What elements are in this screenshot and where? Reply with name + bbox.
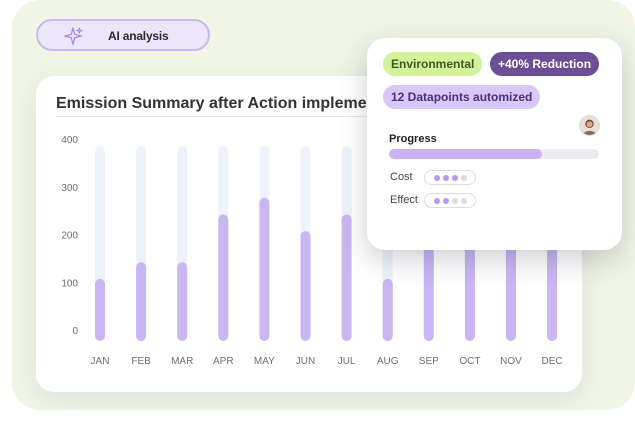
progress-label: Progress <box>389 133 437 145</box>
x-tick-jun: JUN <box>296 356 315 367</box>
rating-dot-empty <box>460 197 467 204</box>
x-tick-dec: DEC <box>542 356 563 367</box>
avatar[interactable] <box>579 115 600 136</box>
progress-fill <box>389 149 543 159</box>
bar-jan[interactable] <box>95 278 105 341</box>
x-tick-aug: AUG <box>377 356 399 367</box>
avatar-portrait-icon <box>583 119 596 135</box>
x-tick-oct: OCT <box>459 356 480 367</box>
bar-aug[interactable] <box>382 278 393 341</box>
chart-title: Emission Summary after Action implementa… <box>56 95 420 112</box>
progress-bar <box>389 149 599 159</box>
effect-rating <box>424 193 476 208</box>
datapoints-automized-tag: 12 Datapoints automized <box>383 85 541 109</box>
bar-apr[interactable] <box>218 214 229 341</box>
x-tick-may: MAY <box>254 356 275 367</box>
x-tick-nov: NOV <box>500 356 522 367</box>
rating-dot-filled <box>433 174 440 181</box>
x-tick-mar: MAR <box>171 356 193 367</box>
ai-analysis-label: AI analysis <box>108 29 169 43</box>
environmental-tag: Environmental <box>383 52 483 76</box>
effect-label: Effect <box>390 194 418 206</box>
reduction-tag: +40% Reduction <box>490 52 600 76</box>
rating-dot-empty <box>460 174 467 181</box>
x-tick-feb: FEB <box>131 356 151 367</box>
x-tick-sep: SEP <box>419 356 439 367</box>
rating-dot-filled <box>442 197 449 204</box>
bar-may[interactable] <box>259 197 270 341</box>
rating-dot-empty <box>451 197 458 204</box>
action-detail-card: Environmental +40% Reduction 12 Datapoin… <box>367 38 622 250</box>
rating-dot-filled <box>442 174 449 181</box>
x-tick-jan: JAN <box>91 356 110 367</box>
bar-jun[interactable] <box>300 231 311 341</box>
bar-jul[interactable] <box>341 214 352 341</box>
cost-label: Cost <box>390 171 413 183</box>
y-tick-300: 300 <box>61 183 78 194</box>
title-divider <box>56 116 416 117</box>
bar-feb[interactable] <box>136 262 147 341</box>
x-tick-jul: JUL <box>338 356 356 367</box>
sparkle-icon <box>64 27 83 45</box>
ai-analysis-badge[interactable]: AI analysis <box>36 19 210 51</box>
y-tick-200: 200 <box>61 231 78 242</box>
rating-dot-filled <box>433 197 440 204</box>
y-tick-100: 100 <box>61 278 78 289</box>
x-tick-apr: APR <box>213 356 234 367</box>
rating-dot-filled <box>451 174 458 181</box>
y-tick-400: 400 <box>61 135 78 146</box>
cost-rating <box>424 170 476 185</box>
y-tick-0: 0 <box>72 326 78 337</box>
bar-mar[interactable] <box>177 262 188 341</box>
